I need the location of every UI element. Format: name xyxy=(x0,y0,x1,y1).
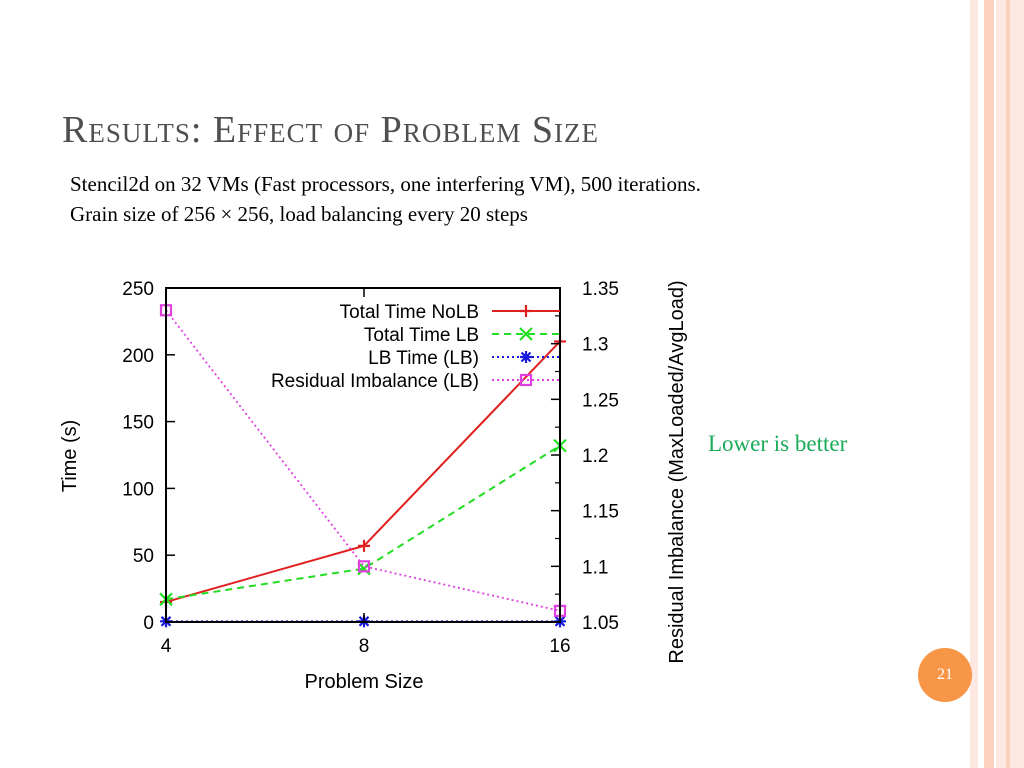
y2-tick-label: 1.3 xyxy=(582,335,608,356)
data-point-0 xyxy=(358,539,370,552)
y-axis-label: Time (s) xyxy=(59,420,81,493)
page-number-badge: 21 xyxy=(918,648,972,702)
legend-label: Total Time NoLB xyxy=(340,302,479,323)
y-tick-label: 0 xyxy=(143,613,154,634)
y2-axis-label: Residual Imbalance (MaxLoaded/AvgLoad) xyxy=(666,280,688,663)
legend-label: Total Time LB xyxy=(364,325,479,346)
y2-tick-label: 1.25 xyxy=(582,390,619,411)
x-axis-label: Problem Size xyxy=(305,671,424,693)
legend-marker xyxy=(519,373,533,387)
y-tick-label: 100 xyxy=(122,479,154,500)
decor-stripe xyxy=(1006,0,1010,768)
legend-marker xyxy=(520,305,532,317)
legend-label: LB Time (LB) xyxy=(368,348,479,369)
x-tick-label: 16 xyxy=(549,636,570,657)
y-tick-label: 50 xyxy=(133,546,154,567)
subtitle-line-2: Grain size of 256 × 256, load balancing … xyxy=(70,202,528,226)
decor-stripe xyxy=(996,0,1024,768)
legend-marker xyxy=(520,351,532,363)
data-point-3 xyxy=(357,560,371,573)
y-tick-label: 150 xyxy=(122,413,154,434)
y-tick-label: 250 xyxy=(122,279,154,300)
decor-stripe xyxy=(970,0,978,768)
x-tick-label: 8 xyxy=(359,636,370,657)
series-line-1 xyxy=(165,444,561,601)
y-tick-label: 200 xyxy=(122,346,154,367)
y2-tick-label: 1.05 xyxy=(582,613,619,634)
slide-title: Results: Effect of Problem Size xyxy=(62,109,599,151)
y2-tick-label: 1.35 xyxy=(582,279,619,300)
lower-is-better-note: Lower is better xyxy=(708,431,848,456)
series-line-3 xyxy=(165,309,561,612)
decor-stripe xyxy=(984,0,994,768)
x-tick-label: 4 xyxy=(161,636,172,657)
y2-tick-label: 1.2 xyxy=(582,446,608,467)
y2-tick-label: 1.15 xyxy=(582,502,619,523)
y2-tick-label: 1.1 xyxy=(582,557,608,578)
legend-marker xyxy=(519,327,533,341)
subtitle-line-1: Stencil2d on 32 VMs (Fast processors, on… xyxy=(70,172,701,196)
legend-label: Residual Imbalance (LB) xyxy=(271,371,479,392)
